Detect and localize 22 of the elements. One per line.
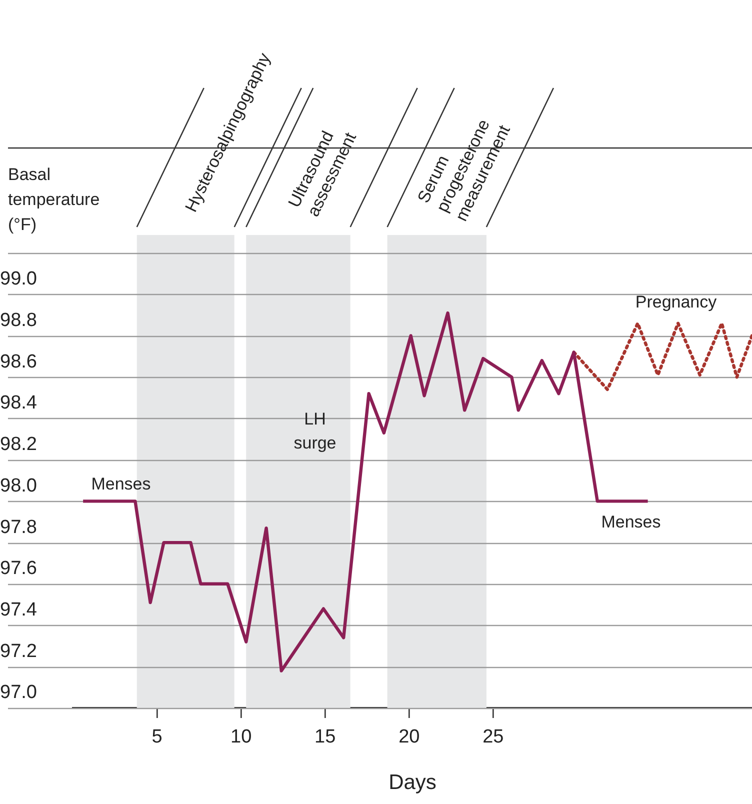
x-tick-label: 5	[152, 726, 162, 748]
annotation: Pregnancy	[635, 292, 718, 312]
y-axis-title: Basal temperature (°F)	[8, 165, 100, 234]
y-tick-label: 98.6	[0, 351, 37, 372]
y-tick-label: 97.4	[0, 600, 38, 621]
y-tick-label: 99.0	[0, 268, 37, 290]
y-tick-label: 97.0	[0, 682, 37, 704]
x-tick-label: 10	[230, 726, 252, 748]
x-tick-label: 15	[314, 726, 336, 748]
y-tick-label: 97.6	[0, 558, 37, 580]
y-tick-label: 98.4	[0, 392, 38, 414]
x-axis-title: Days	[388, 771, 436, 794]
annotation: Menses	[91, 474, 151, 494]
annotation: LH surge	[294, 410, 336, 453]
annotation: Menses	[601, 512, 661, 532]
y-tick-label: 98.8	[0, 310, 37, 331]
y-tick-label: 98.0	[0, 475, 37, 496]
x-tick-label: 25	[482, 726, 504, 748]
y-tick-label: 98.2	[0, 434, 37, 456]
y-tick-label: 97.8	[0, 516, 37, 538]
x-tick-label: 20	[398, 726, 420, 748]
y-tick-label: 97.2	[0, 640, 37, 662]
